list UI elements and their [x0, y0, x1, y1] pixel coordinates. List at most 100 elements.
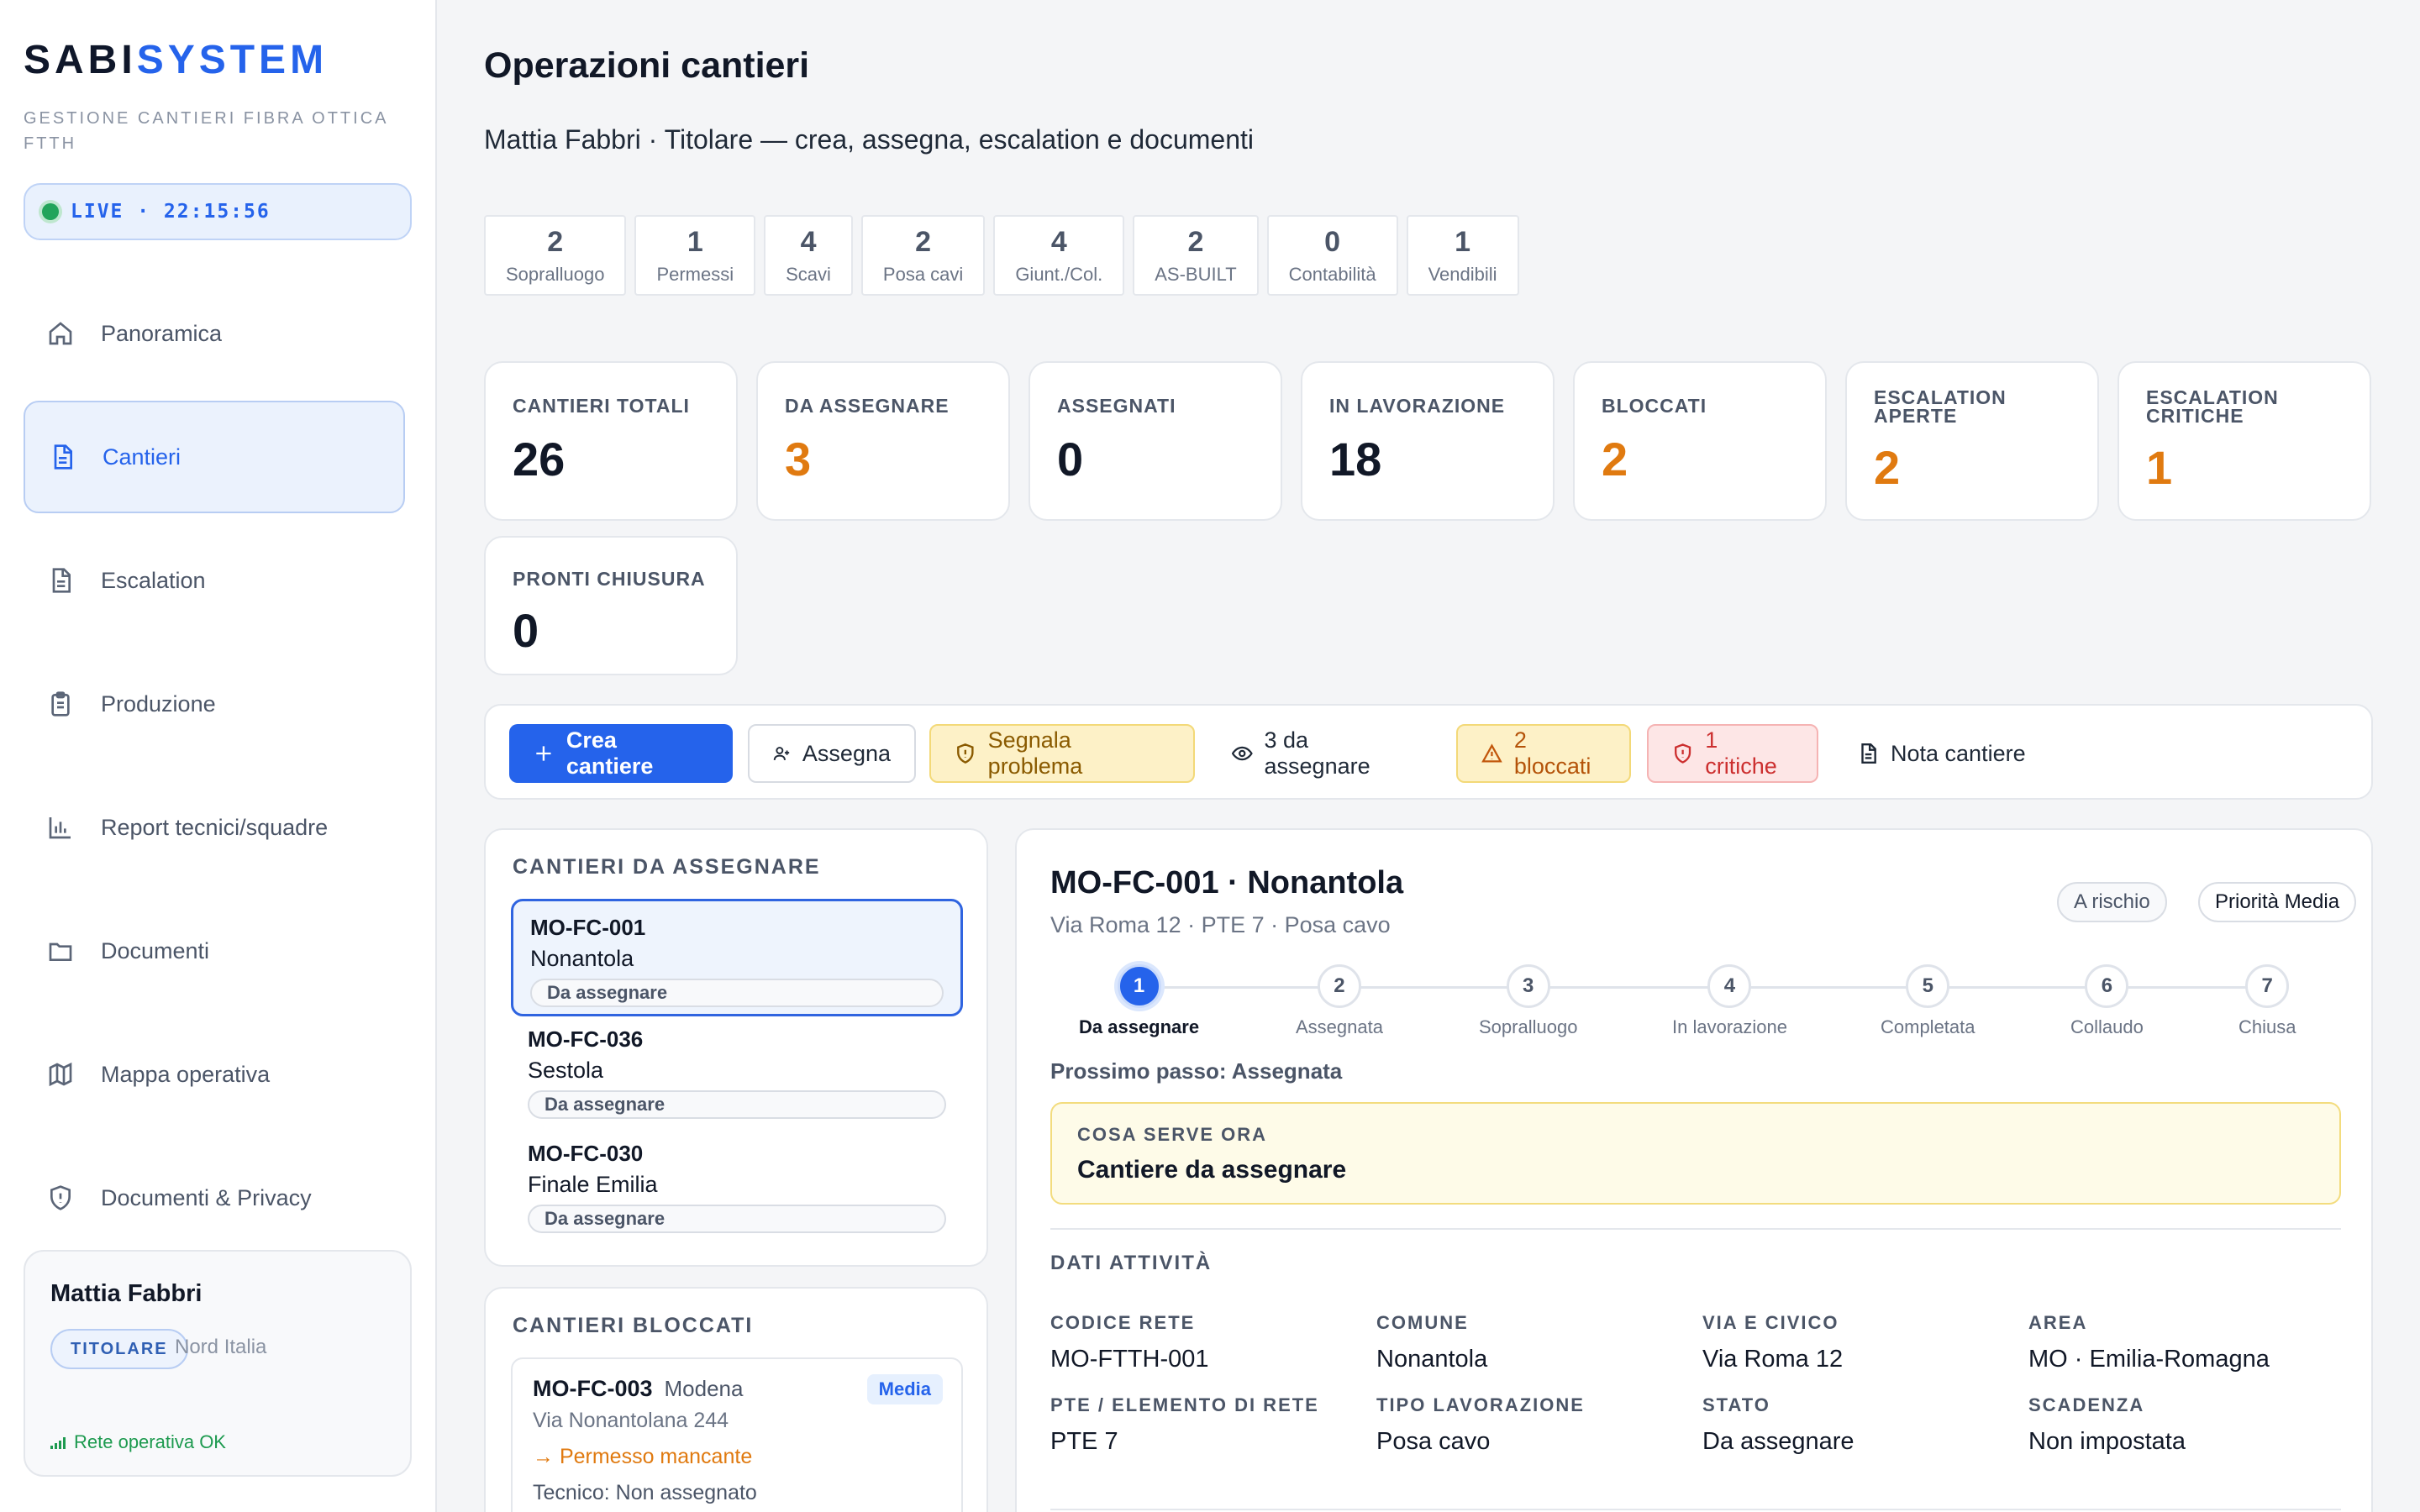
phase-scavi[interactable]: 4 Scavi: [764, 215, 853, 296]
sidebar-item-mappa[interactable]: Mappa operativa: [24, 1018, 405, 1131]
sidebar-item-produzione[interactable]: Produzione: [24, 648, 405, 760]
kpi-value: 1: [2146, 441, 2173, 494]
field-comune: COMUNE Nonantola: [1376, 1312, 1696, 1373]
phase-sopralluogo[interactable]: 2 Sopralluogo: [484, 215, 627, 296]
site-note-button[interactable]: Nota cantiere: [1833, 724, 2060, 783]
list-item[interactable]: MO-FC-036 Sestola Da assegnare: [511, 1013, 963, 1131]
step-number: 7: [2245, 964, 2290, 1008]
action-bar: Crea cantiere Assegna Segnala problema 3…: [484, 704, 2373, 800]
user-card[interactable]: Mattia Fabbri TITOLARE Nord Italia Rete …: [24, 1250, 412, 1477]
action-needed-label: COSA SERVE ORA: [1077, 1124, 1268, 1145]
step-assegnata[interactable]: 2 Assegnata: [1296, 964, 1383, 1038]
step-in-lavorazione[interactable]: 4 In lavorazione: [1672, 964, 1787, 1038]
sidebar: SABISYSTEM GESTIONE CANTIERI FIBRA OTTIC…: [0, 0, 437, 1512]
kpi-escalation-critiche[interactable]: ESCALATION CRITICHE 1: [2118, 361, 2371, 521]
field-label: STATO: [1702, 1394, 1770, 1415]
report-problem-label: Segnala problema: [987, 727, 1083, 779]
phase-permessi[interactable]: 1 Permessi: [634, 215, 756, 296]
kpi-assegnati[interactable]: ASSEGNATI 0: [1028, 361, 1282, 521]
critical-filter[interactable]: 1 critiche: [1647, 724, 1818, 783]
blocked-sites-panel: CANTIERI BLOCCATI MO-FC-003 Modena Media…: [484, 1287, 988, 1512]
field-value: Non impostata: [2028, 1428, 2186, 1455]
blocked-filter[interactable]: 2 bloccati: [1456, 724, 1631, 783]
sidebar-item-label: Report tecnici/squadre: [101, 814, 329, 840]
kpi-label: DA ASSEGNARE: [785, 395, 950, 417]
sidebar-item-documenti[interactable]: Documenti: [24, 895, 405, 1007]
field-tipo-lavorazione: TIPO LAVORAZIONE Posa cavo: [1376, 1394, 1696, 1456]
blocked-site-card[interactable]: MO-FC-003 Modena Media Via Nonantolana 2…: [511, 1357, 963, 1512]
phase-label: Sopralluogo: [506, 263, 605, 285]
step-chiusa[interactable]: 7 Chiusa: [2238, 964, 2296, 1038]
panel-title: CANTIERI BLOCCATI: [513, 1314, 754, 1337]
folder-icon: [45, 936, 76, 966]
field-label: VIA E CIVICO: [1702, 1312, 1839, 1333]
bar-chart-icon: [45, 812, 76, 843]
site-code: MO-FC-030: [528, 1141, 644, 1166]
shield-icon: [45, 1183, 76, 1213]
phase-label: Vendibili: [1428, 263, 1497, 285]
phase-label: Giunt./Col.: [1015, 263, 1103, 285]
phase-contabilita[interactable]: 0 Contabilità: [1266, 215, 1398, 296]
sidebar-item-label: Documenti: [101, 937, 210, 963]
sidebar-item-panoramica[interactable]: Panoramica: [24, 277, 405, 390]
step-number: 4: [1707, 964, 1752, 1008]
sidebar-item-cantieri[interactable]: Cantieri: [24, 401, 405, 513]
phase-vendibili[interactable]: 1 Vendibili: [1406, 215, 1519, 296]
step-completata[interactable]: 5 Completata: [1881, 964, 1975, 1038]
sidebar-item-report[interactable]: Report tecnici/squadre: [24, 771, 405, 884]
role-badge: TITOLARE: [50, 1329, 188, 1369]
kpi-value: 2: [1874, 441, 1901, 494]
field-scadenza: SCADENZA Non impostata: [2028, 1394, 2348, 1456]
phase-as-built[interactable]: 2 AS-BUILT: [1133, 215, 1259, 296]
step-number: 3: [1506, 964, 1550, 1008]
brand-subtitle: GESTIONE CANTIERI FIBRA OTTICA FTTH: [24, 109, 388, 153]
list-item[interactable]: MO-FC-001 Nonantola Da assegnare: [511, 899, 963, 1016]
site-name: Nonantola: [530, 946, 634, 971]
brand-logo[interactable]: SABISYSTEM: [24, 37, 328, 83]
kpi-value: 26: [513, 433, 566, 486]
step-collaudo[interactable]: 6 Collaudo: [2070, 964, 2144, 1038]
kpi-bloccati[interactable]: BLOCCATI 2: [1573, 361, 1827, 521]
priority-badge: Priorità Media: [2198, 882, 2357, 922]
kpi-in-lavorazione[interactable]: IN LAVORAZIONE 18: [1301, 361, 1555, 521]
divider: [1050, 1509, 2341, 1510]
kpi-cantieri-totali[interactable]: CANTIERI TOTALI 26: [484, 361, 738, 521]
sidebar-item-escalation[interactable]: Escalation: [24, 524, 405, 637]
report-problem-button[interactable]: Segnala problema: [929, 724, 1195, 783]
phase-count: 4: [800, 225, 817, 258]
site-code: MO-FC-003: [533, 1376, 653, 1401]
field-label: PTE / ELEMENTO DI RETE: [1050, 1394, 1319, 1415]
phase-count: 1: [687, 225, 703, 258]
to-assign-filter[interactable]: 3 da assegnare: [1208, 724, 1435, 783]
field-label: CODICE RETE: [1050, 1312, 1196, 1333]
plus-icon: [536, 746, 551, 761]
field-value: PTE 7: [1050, 1428, 1118, 1455]
kpi-value: 0: [1057, 433, 1084, 486]
clipboard-icon: [45, 689, 76, 719]
live-clock-text: LIVE · 22:15:56: [71, 201, 271, 223]
create-site-button[interactable]: Crea cantiere: [509, 724, 733, 783]
live-status-dot-icon: [42, 203, 59, 220]
sidebar-item-label: Panoramica: [101, 320, 223, 346]
site-city: Modena: [664, 1376, 744, 1401]
phase-count: 2: [1187, 225, 1204, 258]
step-number: 1: [1117, 964, 1161, 1008]
step-sopralluogo[interactable]: 3 Sopralluogo: [1479, 964, 1577, 1038]
phase-count: 4: [1050, 225, 1067, 258]
step-da-assegnare[interactable]: 1 Da assegnare: [1079, 964, 1199, 1038]
action-needed-value: Cantiere da assegnare: [1077, 1156, 1347, 1184]
priority-badge: Media: [866, 1374, 943, 1404]
kpi-escalation-aperte[interactable]: ESCALATION APERTE 2: [1845, 361, 2099, 521]
assign-button[interactable]: Assegna: [748, 724, 916, 783]
network-status-text: Rete operativa OK: [74, 1431, 226, 1452]
kpi-label: PRONTI CHIUSURA: [513, 568, 706, 590]
assign-label: Assegna: [802, 740, 891, 766]
kpi-da-assegnare[interactable]: DA ASSEGNARE 3: [756, 361, 1010, 521]
kpi-label: CANTIERI TOTALI: [513, 395, 690, 417]
list-item[interactable]: MO-FC-030 Finale Emilia Da assegnare: [511, 1127, 963, 1245]
kpi-pronti-chiusura[interactable]: PRONTI CHIUSURA 0: [484, 536, 738, 675]
phase-giunt-col[interactable]: 4 Giunt./Col.: [993, 215, 1125, 296]
sidebar-item-privacy[interactable]: Documenti & Privacy: [24, 1142, 405, 1254]
phase-posa-cavi[interactable]: 2 Posa cavi: [860, 215, 986, 296]
phase-count: 2: [915, 225, 932, 258]
